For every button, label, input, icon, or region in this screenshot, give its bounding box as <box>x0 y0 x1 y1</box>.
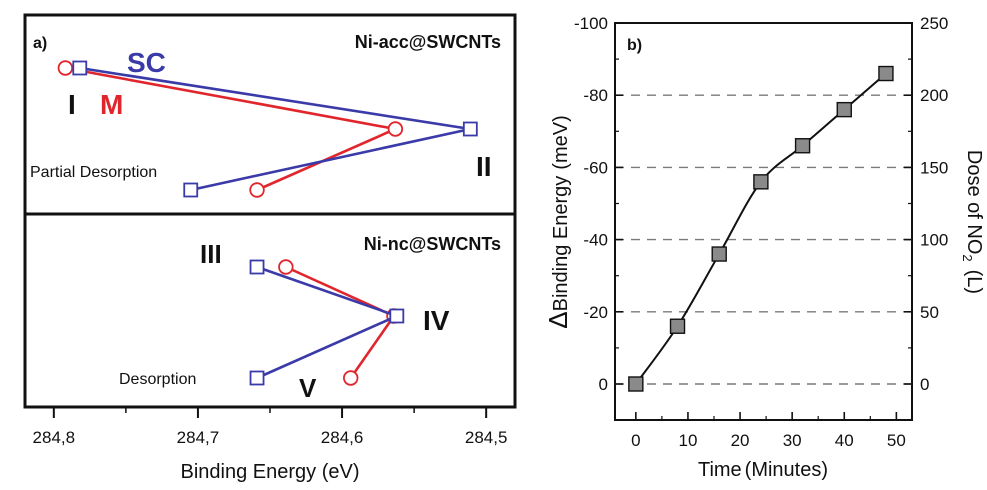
panel-b-gridlines <box>615 94 912 385</box>
top-m-marker <box>57 60 74 76</box>
panel-a-x-tick-label: 284,6 <box>321 428 364 447</box>
panel-b-y-axis-label: ΔBinding Energy (meV) <box>543 115 573 328</box>
y-label-main: Binding Energy <box>550 176 572 312</box>
top-sc-marker <box>72 60 88 76</box>
bottom-sc-line <box>256 265 401 380</box>
bottom-sc-marker <box>249 259 265 275</box>
label-II: II <box>476 151 492 182</box>
bottom-m-marker <box>278 259 294 275</box>
top-m-marker <box>387 121 404 137</box>
bottom-sc-marker <box>249 370 265 386</box>
top-sc-marker <box>183 182 199 198</box>
panel-b-marker <box>711 246 727 262</box>
panel-a-x-ticks: 284,8 284,7 284,6 284,5 <box>33 407 508 447</box>
panel-b-x-ticks: 0 10 20 30 40 50 <box>631 412 906 450</box>
bottom-m-marker <box>343 370 359 386</box>
panel-b-y2-tick-label: 250 <box>920 14 948 33</box>
panel-b-marker <box>669 318 686 334</box>
panel-a-x-axis-label: Binding Energy (eV) <box>181 461 360 483</box>
panel-b-y-tick-label: -20 <box>583 303 608 322</box>
panel-b-x-tick-label: 50 <box>887 431 906 450</box>
panel-a-x-tick-label: 284,5 <box>465 428 508 447</box>
top-m-marker <box>249 182 265 198</box>
panel-a-label: a) <box>33 35 47 52</box>
panel-a: a) Ni-acc@SWCNTs Ni-nc@SWCNTs SC M I II … <box>23 13 517 483</box>
legend-sc-label: SC <box>127 47 166 78</box>
top-subpanel-title: Ni-acc@SWCNTs <box>355 32 501 52</box>
panel-a-series <box>57 60 478 386</box>
panel-b-y2-tick-label: 50 <box>920 303 939 322</box>
panel-b-marker <box>628 376 644 392</box>
panel-b-y2-tick-label: 200 <box>920 86 948 105</box>
label-IV: IV <box>423 305 450 336</box>
panel-b-y-tick-label: -40 <box>583 231 608 250</box>
label-III: III <box>200 239 222 269</box>
panel-b-y2-ticks: 250 200 150 100 50 0 <box>904 14 948 394</box>
panel-b-y-tick-label: -80 <box>583 86 608 105</box>
panel-b-frame <box>614 22 913 421</box>
y2-label-sub: 2 <box>960 254 975 261</box>
desorption-label: Desorption <box>119 371 196 388</box>
bottom-subpanel-title: Ni-nc@SWCNTs <box>364 234 501 254</box>
label-I: I <box>68 89 76 120</box>
panel-b-y2-tick-label: 150 <box>920 158 948 177</box>
y-label-delta: Δ <box>543 311 573 328</box>
panel-b-label: b) <box>627 37 642 54</box>
top-sc-marker <box>462 121 478 137</box>
panel-b-y-tick-label: 0 <box>599 375 608 394</box>
label-V: V <box>299 373 317 403</box>
panel-b-marker <box>794 138 811 154</box>
panel-b-x-tick-label: 30 <box>783 431 802 450</box>
y-label-unit: (meV) <box>550 115 572 169</box>
partial-desorption-label: Partial Desorption <box>30 164 157 181</box>
panel-b-y2-tick-label: 0 <box>920 375 929 394</box>
panel-b-x-tick-label: 10 <box>678 431 697 450</box>
panel-b-x-tick-label: 40 <box>835 431 854 450</box>
bottom-sc-marker <box>389 308 405 324</box>
panel-b-x-tick-label: 0 <box>631 431 640 450</box>
panel-b-y2-tick-label: 100 <box>920 231 948 250</box>
y2-label-unit: (L) <box>963 270 985 294</box>
panel-a-x-tick-label: 284,8 <box>33 428 76 447</box>
x-label-time: Time <box>698 459 742 481</box>
panel-b-marker <box>878 65 894 82</box>
panel-b-x-tick-label: 20 <box>731 431 750 450</box>
panel-b-marker <box>836 101 852 118</box>
panel-b-y-ticks: -100 -80 -60 -40 -20 0 <box>574 14 623 394</box>
panel-a-x-tick-label: 284,7 <box>177 428 220 447</box>
panel-b-y-tick-label: -60 <box>583 158 608 177</box>
legend-m-label: M <box>100 89 123 120</box>
panel-b-y-tick-label: -100 <box>574 14 608 33</box>
x-label-unit: (Minutes) <box>745 459 828 481</box>
panel-b-x-axis-label: Time (Minutes) <box>698 459 828 481</box>
panel-b-curve <box>635 72 887 385</box>
y2-label-main: Dose of NO <box>963 150 985 254</box>
panel-b-y2-axis-label: Dose of NO2 (L) <box>960 150 985 294</box>
panel-b-series <box>628 65 894 392</box>
panel-b-marker <box>753 174 769 190</box>
